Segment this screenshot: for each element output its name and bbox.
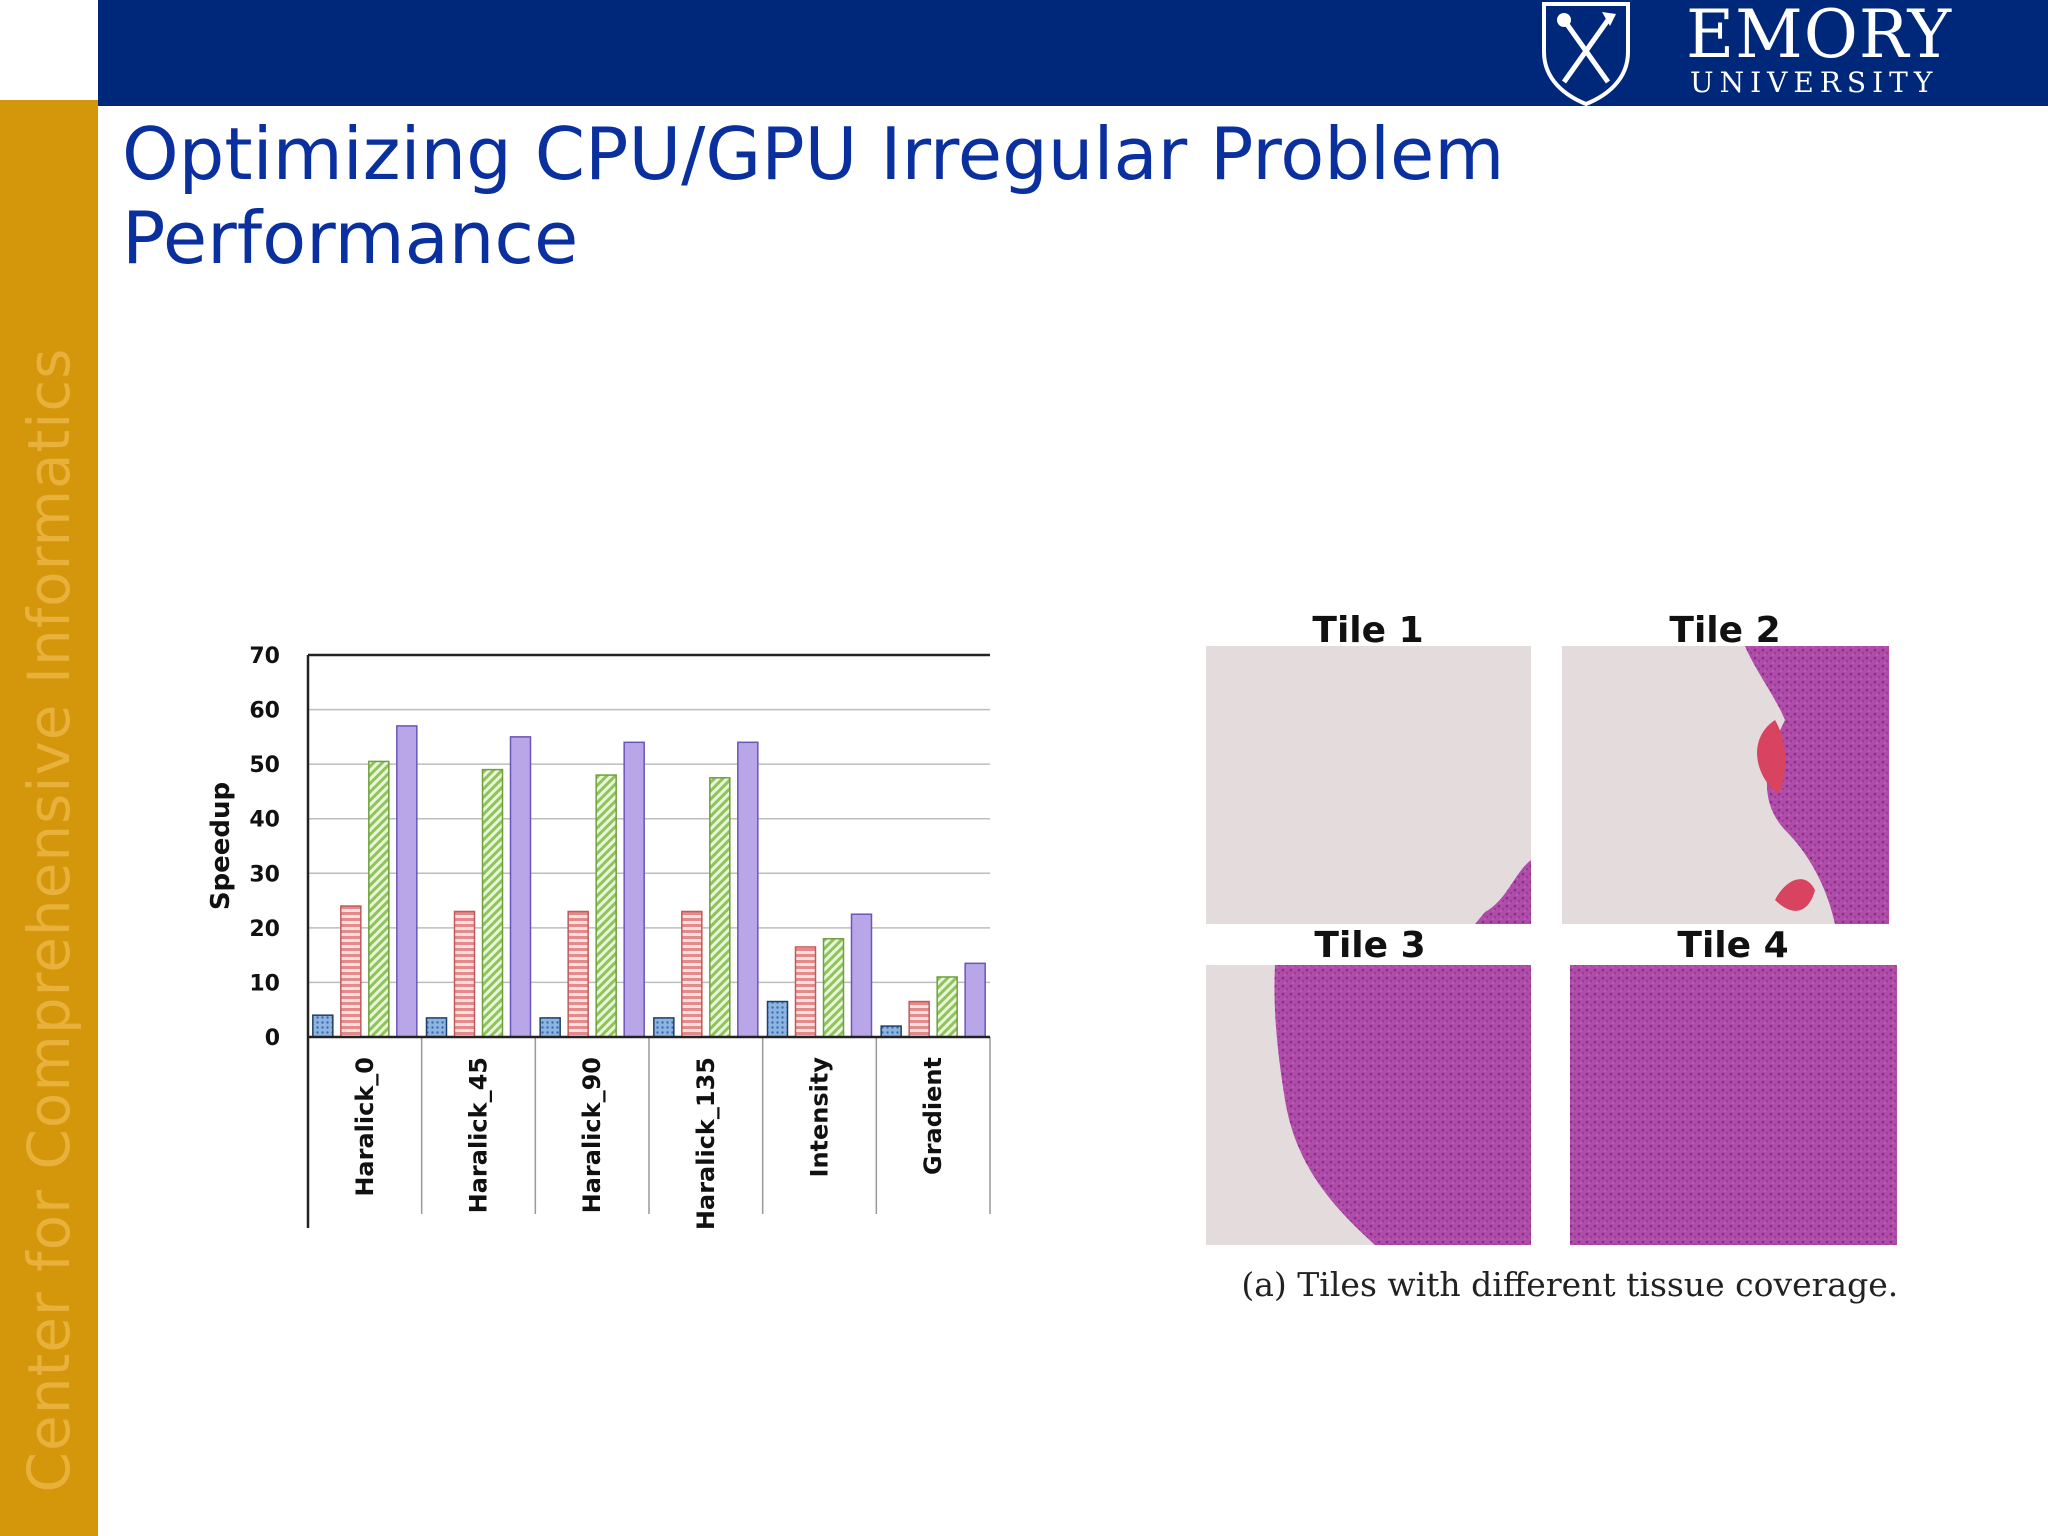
tile-images [1206,646,1897,1245]
tile-3-label: Tile 3 [1314,925,1426,966]
slide-title: Optimizing CPU/GPU Irregular Problem Per… [122,112,1505,280]
x-category-label: Haralick_45 [465,1057,493,1213]
bar [766,1000,789,1038]
tile-2-blood [1757,720,1786,794]
tile-4-image [1570,965,1897,1245]
bar [453,910,476,1038]
chart-bars [312,725,986,1038]
tile-3-tissue [1274,965,1531,1245]
y-tick-label: 40 [249,808,280,833]
tiles-caption: (a) Tiles with different tissue coverage… [1241,1265,1899,1304]
bar [623,741,645,1038]
x-category-label: Haralick_0 [351,1057,379,1197]
bar [936,976,958,1038]
bar [681,910,703,1038]
bar [850,913,873,1038]
bar [595,774,617,1038]
bar [794,946,817,1038]
tile-1-tissue [1475,860,1531,924]
bar [822,938,845,1038]
y-tick-label: 20 [249,917,280,942]
x-category-label: Haralick_90 [578,1057,606,1213]
bar [425,1017,448,1038]
tile-2-tissue [1745,646,1889,924]
bar [567,910,589,1038]
bar [964,962,986,1038]
y-tick-label: 10 [249,971,280,996]
x-category-label: Intensity [806,1057,834,1178]
bar [908,1000,930,1038]
bar [481,768,504,1038]
speedup-chart: 0 10 20 30 40 50 60 70 Haralick_0 Haralick_45 Hara… [206,644,991,1230]
bar [340,905,362,1038]
tile-4-label: Tile 4 [1677,925,1789,966]
emory-logo: EMORY UNIVERSITY [1536,0,1956,106]
bar [368,760,390,1038]
bar [312,1014,334,1038]
tile-2-blood-lower [1775,879,1815,911]
y-axis-label: Speedup [206,782,236,910]
bar [709,777,731,1038]
x-category-label: Haralick_135 [692,1057,720,1230]
bar [396,725,418,1038]
shield-icon [1542,2,1630,106]
tile-1-label: Tile 1 [1312,610,1424,651]
bar [737,741,759,1038]
y-tick-label: 0 [265,1026,280,1051]
logo-name: EMORY [1686,0,1953,73]
bar [509,736,532,1038]
y-tick-label: 60 [249,699,280,724]
chart-axes [306,655,991,1228]
bar [653,1017,675,1038]
y-tick-label: 50 [249,753,280,778]
sidebar-label: Center for Comprehensive Informatics [15,347,83,1493]
chart-grid [308,653,990,984]
x-category-label: Gradient [919,1057,947,1175]
y-tick-label: 30 [249,862,280,887]
tissue-tiles-figure: Tile 1 Tile 2 Tile 3 Tile 4 (a) Tiles wi… [1185,600,1925,1340]
logo-subtitle: UNIVERSITY [1690,66,1939,99]
tile-1-image [1206,646,1531,924]
sidebar: Center for Comprehensive Informatics [0,100,98,1536]
bar [539,1017,561,1038]
header-bar [98,0,2048,106]
tile-2-label: Tile 2 [1669,610,1781,651]
y-tick-label: 70 [249,644,280,669]
bar [880,1025,902,1038]
chart-labels: 0 10 20 30 40 50 60 70 Haralick_0 Haralick_45 Hara… [206,644,947,1230]
